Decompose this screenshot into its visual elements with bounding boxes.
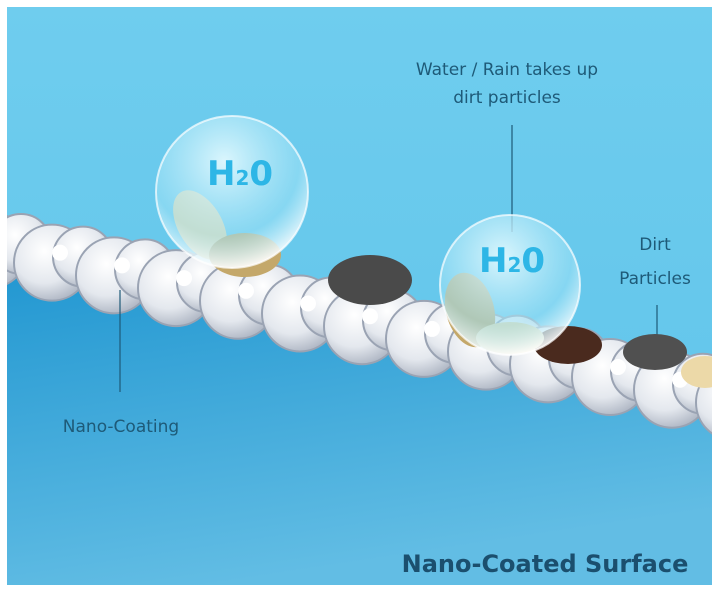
dirt-particle [681,356,719,388]
caption: Nano-Coated Surface [402,550,689,578]
pearl [610,359,626,376]
pearl [238,282,254,299]
callout-label: dirt particles [453,88,561,108]
callout-label: Nano-Coating [63,417,179,437]
o: 0 [249,154,273,194]
o: 0 [521,241,545,281]
pearl [52,244,68,261]
sub: 2 [507,253,521,277]
h: H [479,241,507,281]
water-droplet [439,214,581,356]
water-droplet [155,115,309,269]
pearl [300,295,316,312]
pearl [176,270,192,287]
callout-label: Dirt [639,235,671,255]
pearl [424,320,440,337]
sub: 2 [235,166,249,190]
h: H [207,154,235,194]
droplet-label: H20 [479,241,545,281]
pearl [362,308,378,325]
callout-label: Particles [619,269,691,289]
pearl [114,257,130,274]
dirt-particle [623,334,687,370]
callout-label: Water / Rain takes up [416,60,598,80]
dirt-particle [328,255,412,305]
droplet-label: H20 [207,154,273,194]
